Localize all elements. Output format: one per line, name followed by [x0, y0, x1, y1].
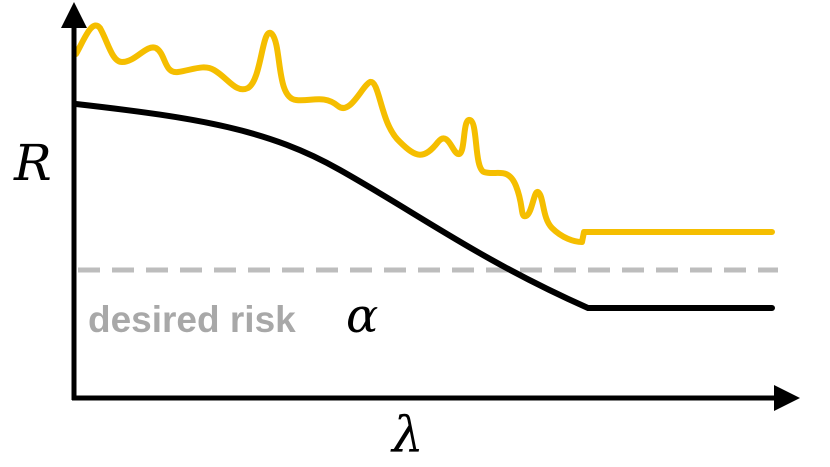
- alpha-symbol: α: [346, 288, 378, 344]
- y-axis-label: R: [13, 134, 52, 192]
- x-axis-label: λ: [390, 406, 424, 464]
- empirical-risk-curve: [73, 22, 775, 245]
- desired-risk-label: desired risk: [88, 299, 296, 340]
- true-risk-curve: [73, 101, 775, 311]
- x-axis-arrowhead: [774, 385, 800, 411]
- y-axis-arrowhead: [61, 2, 87, 28]
